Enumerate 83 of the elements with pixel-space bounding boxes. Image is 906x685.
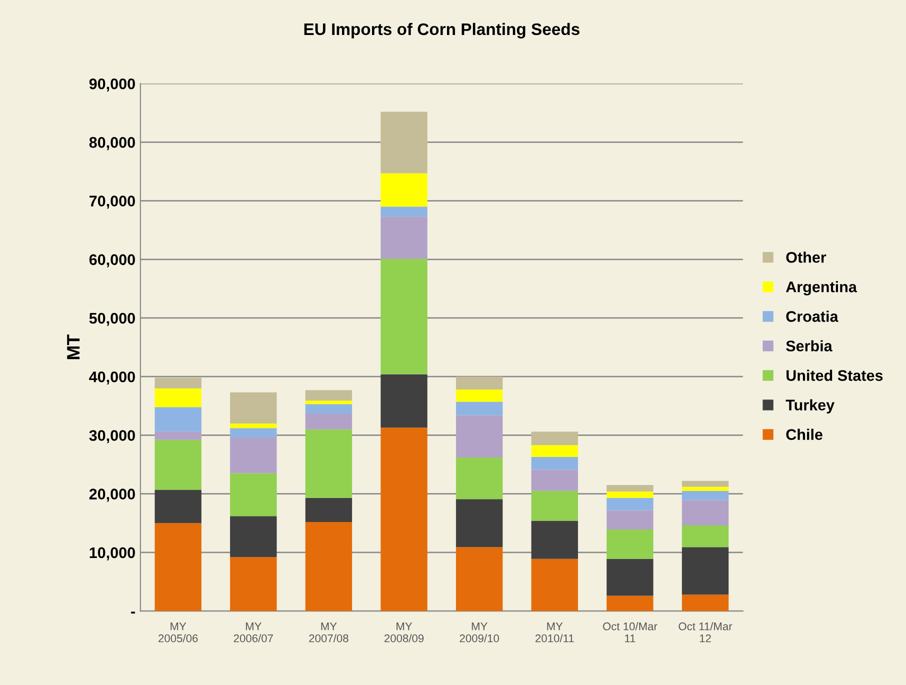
bar <box>154 388 202 408</box>
bar <box>682 480 729 487</box>
bar <box>456 499 503 548</box>
bar <box>154 378 202 388</box>
bar <box>531 490 578 521</box>
bar <box>230 473 277 516</box>
bar <box>154 407 202 432</box>
bar <box>682 594 729 612</box>
bar <box>154 440 202 490</box>
chart-title: EU Imports of Corn Planting Seeds <box>304 22 580 38</box>
bar <box>154 523 202 612</box>
x-tick-label: MY 2009/10 <box>460 622 499 642</box>
legend-label: Turkey <box>786 399 835 414</box>
bar <box>380 173 428 207</box>
x-tick-label: MY 2006/07 <box>234 622 273 642</box>
bar <box>380 428 428 612</box>
bar <box>305 414 352 430</box>
bar <box>230 557 277 612</box>
y-tick-label: 60,000 <box>89 254 135 268</box>
bar <box>606 596 654 612</box>
bar <box>456 402 503 416</box>
y-tick-label: 50,000 <box>89 312 135 326</box>
bar <box>305 429 352 498</box>
bar <box>606 491 654 498</box>
bar <box>380 258 428 374</box>
bar <box>606 498 654 510</box>
bar <box>154 432 202 440</box>
y-tick-label: 30,000 <box>89 430 135 444</box>
y-tick-label: 70,000 <box>90 196 135 209</box>
bar <box>230 423 277 428</box>
bar <box>230 516 277 558</box>
bar <box>230 438 277 474</box>
bar <box>380 112 428 174</box>
bar <box>682 500 729 526</box>
bar <box>305 390 352 401</box>
bar <box>380 374 428 428</box>
bar <box>230 392 277 424</box>
y-tick-label: 80,000 <box>89 137 135 150</box>
x-tick-label: Oct 11/Mar 12 <box>678 622 732 642</box>
legend-label: Serbia <box>786 340 832 352</box>
x-tick-label: MY 2008/09 <box>384 622 424 642</box>
bar <box>154 490 202 524</box>
bar <box>531 470 578 491</box>
bar <box>682 486 729 491</box>
bar <box>682 490 729 500</box>
y-tick-label: 10,000 <box>90 547 135 560</box>
bar <box>531 456 578 470</box>
bar <box>305 498 352 522</box>
bar <box>305 404 352 414</box>
bar <box>456 457 503 500</box>
bar <box>230 428 277 438</box>
bar <box>606 558 654 596</box>
x-tick-label: MY 2005/06 <box>158 622 198 642</box>
x-tick-label: Oct 10/Mar 11 <box>603 622 658 642</box>
bar <box>682 525 729 548</box>
legend-label: Argentina <box>786 281 858 296</box>
legend-label: Croatia <box>786 310 838 322</box>
bar <box>531 520 578 559</box>
y-tick-label: 20,000 <box>89 488 135 502</box>
bar <box>456 376 503 390</box>
y-tick-label: - <box>131 612 135 614</box>
bar <box>305 522 352 612</box>
bar <box>380 216 428 259</box>
bar <box>606 485 654 492</box>
bar <box>531 445 578 457</box>
bar <box>531 432 578 446</box>
bar <box>456 415 503 458</box>
legend-label: United States <box>786 370 883 381</box>
bar <box>380 206 428 217</box>
bar <box>682 547 729 595</box>
y-tick-label: 40,000 <box>89 371 135 384</box>
x-tick-label: MY 2007/08 <box>309 622 348 642</box>
y-axis-title: MT <box>67 334 80 360</box>
x-tick-label: MY 2010/11 <box>536 622 574 642</box>
bar <box>305 400 352 404</box>
legend-label: Chile <box>786 428 822 440</box>
bar <box>531 558 578 612</box>
y-tick-label: 90,000 <box>89 78 135 92</box>
bar <box>456 547 503 612</box>
bar <box>456 389 503 402</box>
bar <box>606 530 654 559</box>
legend-label: Other <box>786 252 826 263</box>
bar <box>606 510 654 530</box>
